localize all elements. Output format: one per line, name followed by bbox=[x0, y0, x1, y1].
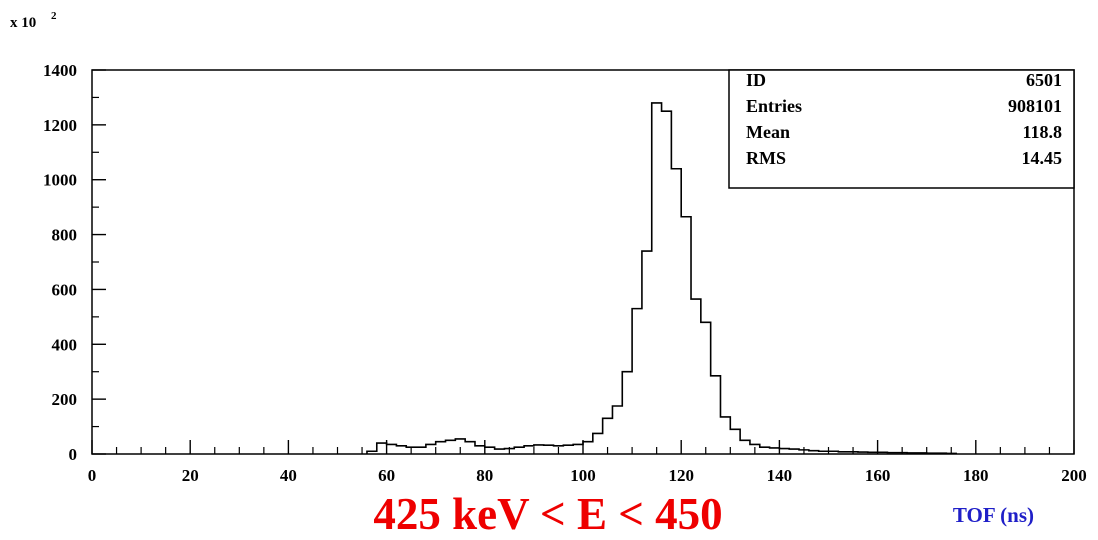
y-axis: 0 200 400 600 800 1000 1200 1400 bbox=[43, 61, 106, 464]
y-tick-label: 1400 bbox=[43, 61, 77, 80]
x-tick-label: 0 bbox=[88, 466, 97, 485]
y-tick-label: 600 bbox=[52, 280, 78, 299]
x-tick-label: 120 bbox=[668, 466, 694, 485]
x-axis-label: TOF (ns) bbox=[953, 503, 1034, 527]
y-tick-label: 200 bbox=[52, 390, 78, 409]
x-tick-label: 100 bbox=[570, 466, 596, 485]
stats-value: 14.45 bbox=[1022, 148, 1063, 168]
y-tick-label: 800 bbox=[52, 226, 78, 245]
x-tick-label: 40 bbox=[280, 466, 297, 485]
stats-box-frame bbox=[728, 69, 1075, 189]
y-tick-label: 0 bbox=[69, 445, 78, 464]
stats-label: Mean bbox=[746, 122, 790, 142]
x-tick-label: 60 bbox=[378, 466, 395, 485]
stats-value: 118.8 bbox=[1022, 122, 1062, 142]
histogram-line bbox=[366, 102, 957, 455]
x-axis: 0 20 40 60 80 100 120 140 160 180 200 bbox=[88, 440, 1087, 485]
x-tick-label: 200 bbox=[1061, 466, 1087, 485]
stats-box: ID 6501 Entries 908101 Mean 118.8 RMS 14.45 bbox=[728, 69, 1075, 189]
y-tick-label: 1000 bbox=[43, 171, 77, 190]
y-tick-label: 400 bbox=[52, 335, 78, 354]
y-multiplier: x 10 2 bbox=[10, 10, 57, 31]
x-tick-label: 80 bbox=[476, 466, 493, 485]
stats-label: RMS bbox=[746, 148, 786, 168]
x-tick-label: 160 bbox=[865, 466, 891, 485]
y-multiplier-exponent: 2 bbox=[51, 10, 57, 22]
x-tick-label: 140 bbox=[767, 466, 793, 485]
stats-label: ID bbox=[746, 70, 766, 90]
y-multiplier-base: x 10 bbox=[10, 15, 36, 31]
x-tick-label: 180 bbox=[963, 466, 989, 485]
stats-value: 908101 bbox=[1008, 96, 1062, 116]
stats-label: Entries bbox=[746, 96, 802, 116]
stats-value: 6501 bbox=[1026, 70, 1062, 90]
x-tick-label: 20 bbox=[182, 466, 199, 485]
energy-range-annotation: 425 keV < E < 450 bbox=[373, 489, 722, 539]
y-tick-label: 1200 bbox=[43, 116, 77, 135]
